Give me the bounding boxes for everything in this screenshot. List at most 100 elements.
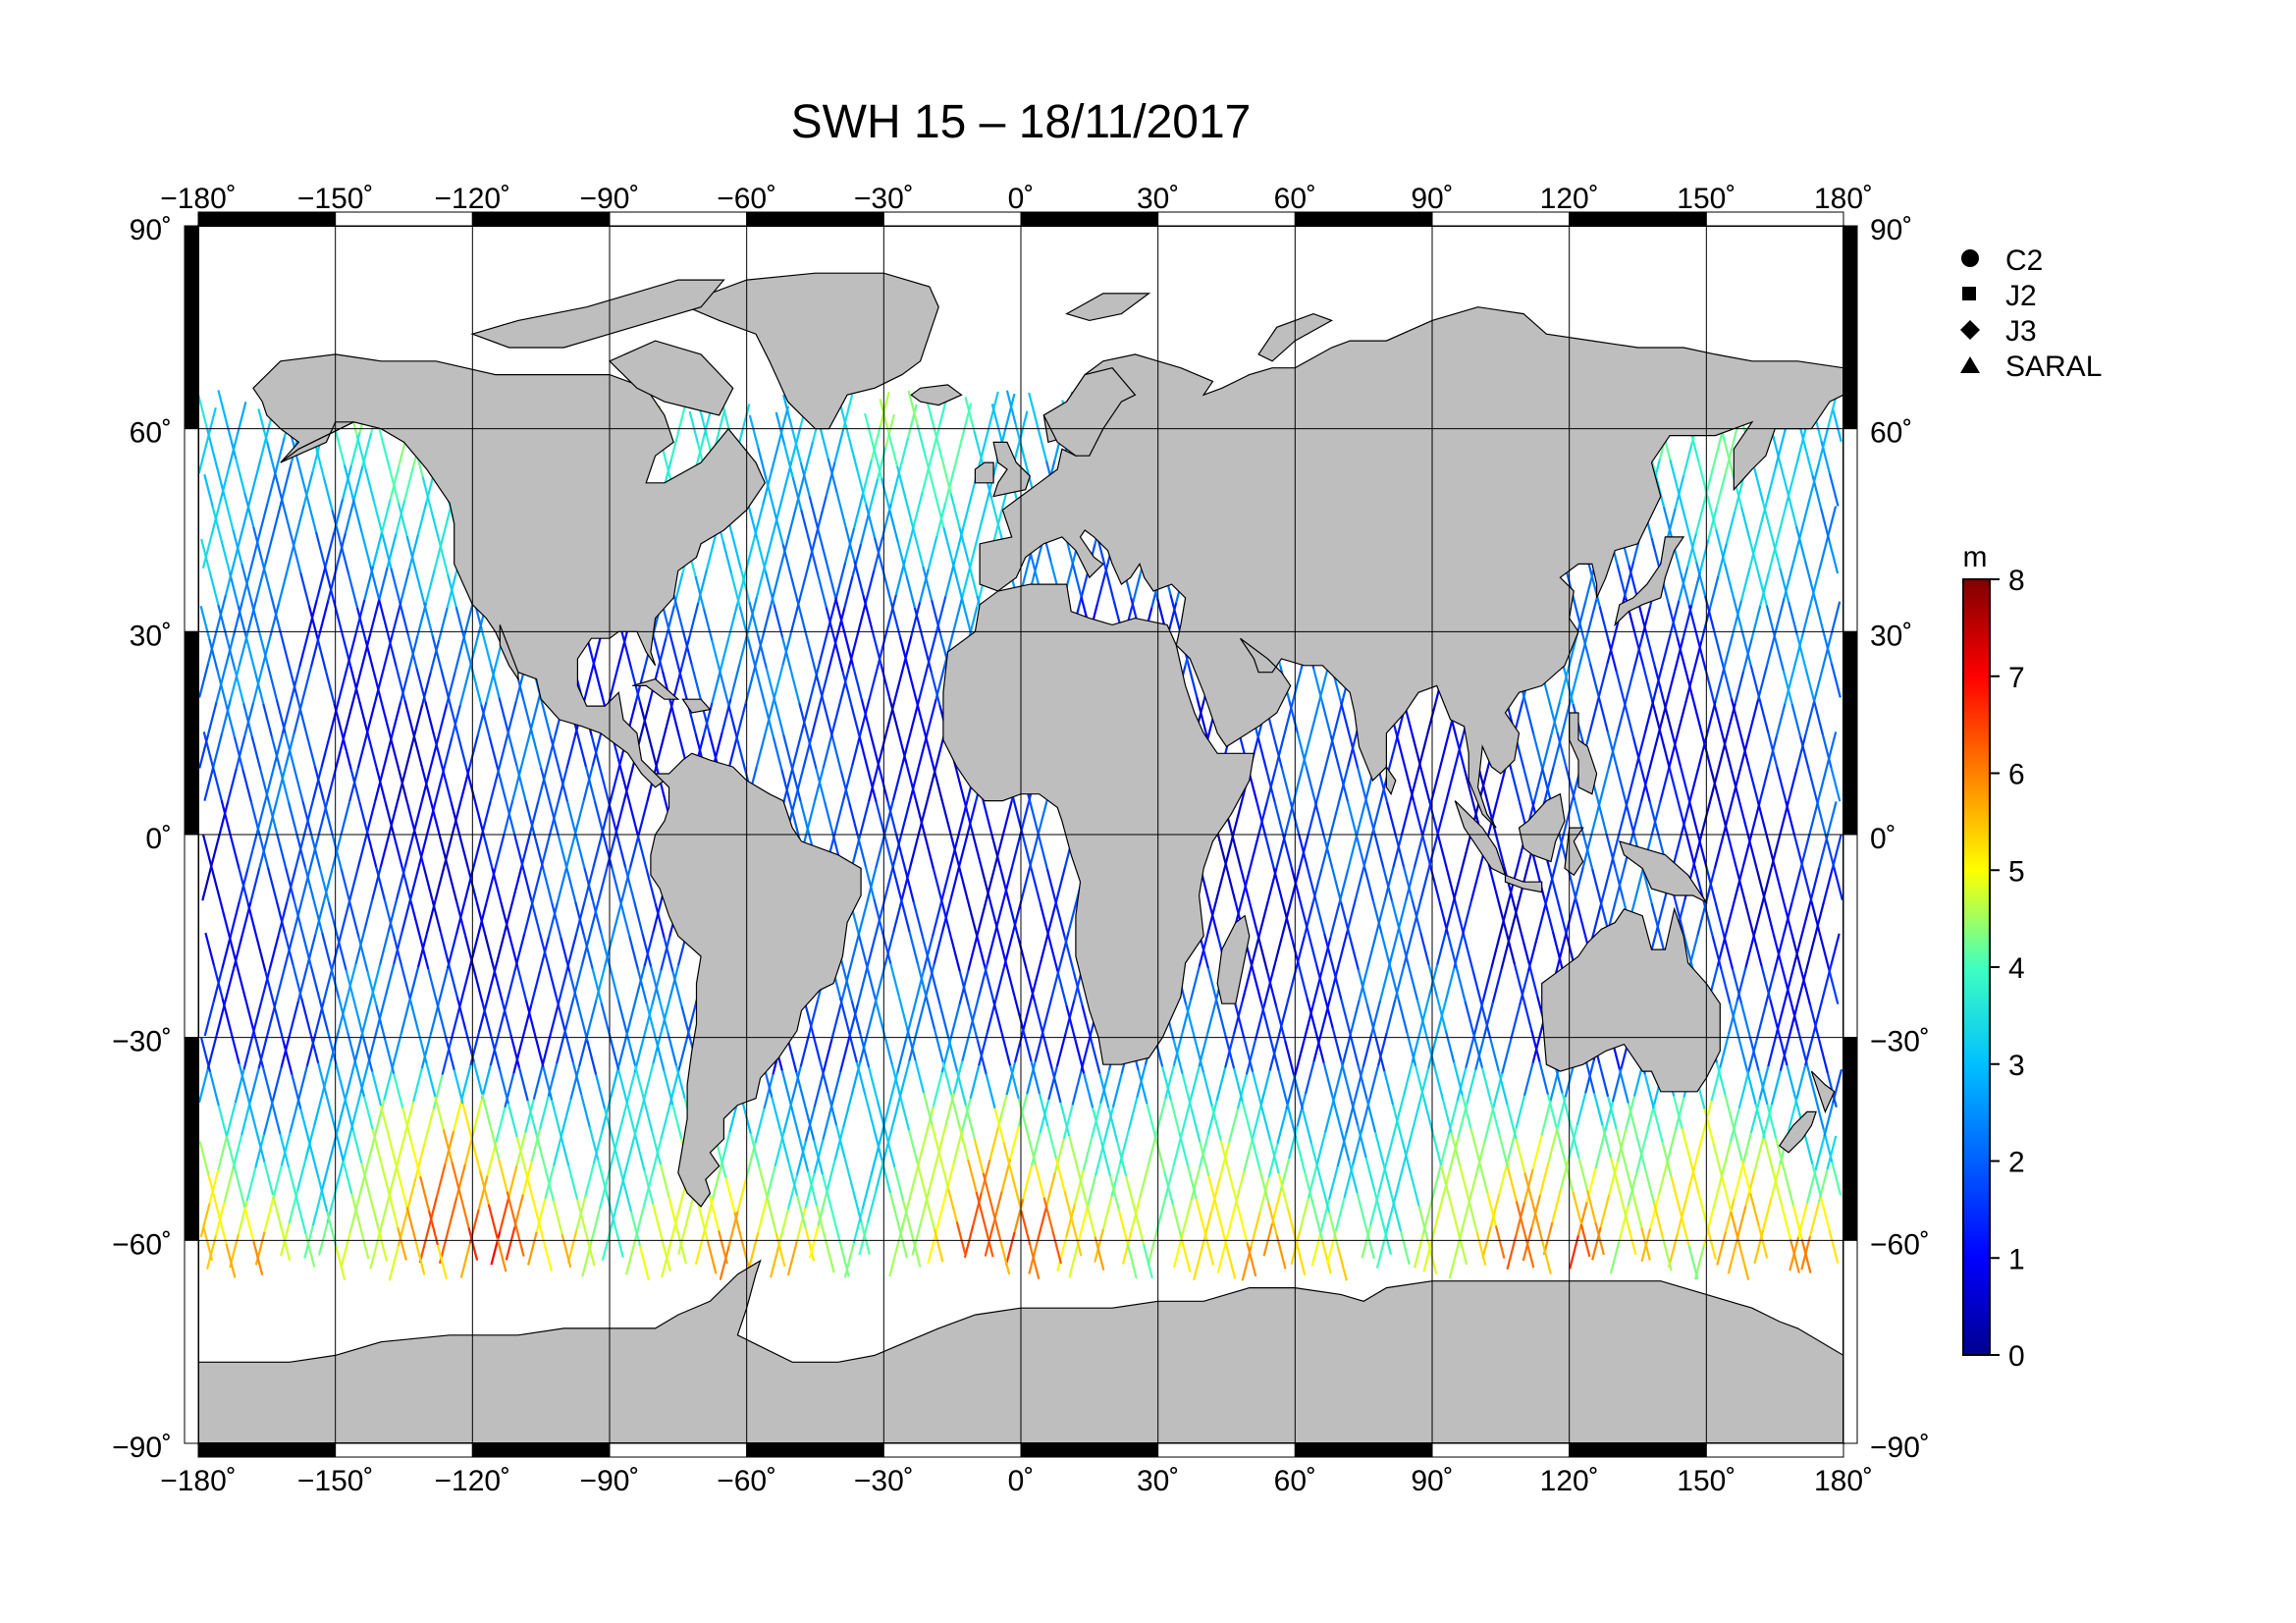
track-segment [1550, 700, 1562, 735]
track-segment [524, 799, 536, 836]
track-segment [1745, 1070, 1757, 1106]
track-segment [719, 673, 730, 706]
track-segment [367, 1028, 379, 1061]
track-segment [283, 507, 294, 541]
track-segment [1037, 426, 1048, 461]
track-segment [1415, 1065, 1425, 1100]
track-segment [727, 705, 738, 738]
track-segment [1054, 1158, 1066, 1192]
track-segment [1131, 573, 1142, 608]
track-segment [425, 568, 436, 604]
track-segment [1320, 1239, 1332, 1274]
track-segment [950, 1094, 961, 1128]
track-segment [652, 899, 663, 934]
track-segment [365, 701, 377, 735]
track-segment [454, 606, 466, 640]
track-segment [789, 575, 801, 610]
track-segment [799, 461, 811, 497]
track-segment [567, 1165, 579, 1200]
track-segment [709, 1197, 721, 1231]
track-segment [1301, 734, 1312, 769]
track-segment [371, 866, 382, 900]
track-segment [1399, 933, 1411, 968]
track-segment [287, 801, 298, 836]
track-segment [287, 663, 298, 698]
track-segment [1072, 970, 1084, 1006]
track-segment [764, 570, 775, 605]
track-segment [448, 701, 459, 735]
track-segment [246, 834, 258, 869]
track-segment [1400, 1230, 1411, 1266]
track-segment [1433, 1065, 1445, 1101]
track-segment [224, 560, 236, 596]
track-segment [1420, 834, 1432, 869]
track-segment [557, 834, 568, 869]
track-segment [1748, 699, 1760, 734]
track-segment [216, 671, 228, 705]
track-segment [1357, 1124, 1367, 1159]
track-segment [765, 479, 776, 513]
track-segment [955, 1221, 967, 1255]
track-segment [1216, 834, 1228, 869]
track-segment [203, 473, 214, 508]
track-segment [1598, 606, 1610, 640]
track-segment [1225, 1205, 1237, 1240]
track-segment [1045, 868, 1057, 903]
track-segment [773, 494, 784, 529]
track-segment [888, 510, 900, 544]
track-segment [1746, 1039, 1758, 1075]
track-segment [497, 769, 507, 803]
track-segment [600, 933, 612, 967]
track-segment [573, 800, 585, 836]
track-segment [1467, 1198, 1478, 1233]
track-segment [810, 705, 821, 738]
track-segment [1678, 493, 1689, 528]
track-segment [1327, 1165, 1339, 1201]
track-segment [592, 662, 604, 698]
track-segment [1276, 1109, 1288, 1144]
track-segment [541, 702, 552, 736]
track-segment [1216, 1238, 1228, 1273]
track-segment [923, 1106, 934, 1141]
lon-tick-label-top: 90˚ [1411, 183, 1453, 215]
track-segment [366, 834, 378, 868]
track-segment [492, 967, 504, 1001]
track-segment [916, 424, 928, 460]
frame-bar-right [1842, 1239, 1858, 1444]
track-segment [1599, 1194, 1611, 1228]
track-segment [310, 834, 322, 869]
track-segment [1740, 507, 1751, 541]
lon-tick-label-bottom: 150˚ [1677, 1465, 1735, 1497]
track-segment [250, 458, 262, 493]
track-segment [1803, 560, 1815, 595]
track-segment [244, 1001, 256, 1035]
track-segment [1741, 834, 1753, 868]
colorbar-gradient [1962, 578, 1991, 1356]
track-segment [1172, 1032, 1184, 1066]
track-segment [1046, 899, 1058, 933]
track-segment [208, 1169, 220, 1204]
track-segment [875, 801, 886, 836]
track-segment [480, 628, 492, 664]
track-segment [1481, 967, 1493, 1001]
track-segment [1258, 1168, 1270, 1203]
track-segment [795, 1072, 807, 1108]
track-segment [1730, 697, 1741, 733]
track-segment [1181, 1200, 1193, 1235]
track-segment [405, 535, 417, 569]
track-segment [1515, 1201, 1526, 1235]
track-segment [636, 969, 648, 1004]
track-segment [401, 1108, 413, 1143]
track-segment [1735, 1206, 1747, 1240]
track-segment [249, 597, 261, 632]
track-segment [688, 602, 700, 636]
track-segment [340, 868, 351, 903]
track-segment [501, 1001, 512, 1035]
track-segment [1615, 765, 1627, 801]
track-segment [460, 1064, 472, 1099]
track-segment [498, 697, 509, 732]
track-segment [791, 731, 803, 767]
track-segment [1324, 731, 1336, 767]
track-segment [219, 467, 231, 503]
track-segment [1306, 997, 1317, 1031]
